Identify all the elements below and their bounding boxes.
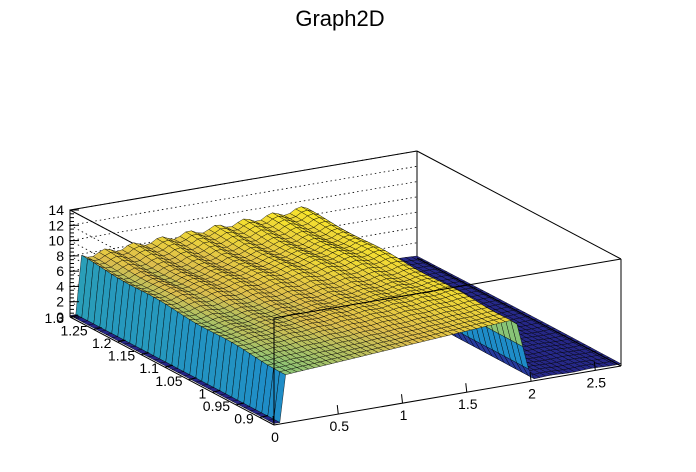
y-axis-tick — [212, 389, 221, 393]
z-tick-label: 8 — [56, 248, 64, 264]
x-tick-label: 0.5 — [330, 418, 350, 434]
x-tick-label: 1.5 — [458, 396, 478, 412]
y-tick-label: 1.05 — [155, 373, 182, 389]
front-top-edge — [273, 258, 622, 319]
x-axis-tick — [336, 405, 339, 415]
x-axis-tick — [272, 415, 275, 426]
y-tick-label: 1.3 — [45, 310, 65, 326]
x-axis-tick — [401, 394, 404, 404]
x-tick-label: 2 — [528, 385, 536, 401]
z-tick-label: 14 — [48, 202, 64, 218]
y-tick-label: 1.15 — [108, 348, 135, 364]
axis-tick-labels: 00.511.522.50.90.9511.051.11.151.21.251.… — [45, 202, 607, 445]
z-tick-label: 2 — [56, 294, 64, 310]
z-tick-label: 4 — [56, 278, 64, 294]
chart-title: Graph2D — [295, 6, 384, 31]
y-axis-tick — [259, 414, 268, 418]
left-floor-edge — [69, 316, 275, 426]
z-tick-label: 6 — [56, 263, 64, 279]
x-tick-label: 0 — [271, 429, 279, 445]
z-tick-label: 10 — [48, 233, 64, 249]
surface-mesh — [69, 206, 622, 424]
x-tick-label: 2.5 — [587, 374, 607, 390]
front-floor-edge — [273, 365, 622, 426]
right-floor-edge — [416, 257, 622, 367]
y-tick-label: 1.25 — [60, 323, 87, 339]
plot-front-frame — [273, 150, 622, 426]
right-top-edge — [416, 150, 622, 260]
x-axis-tick — [529, 372, 532, 382]
y-tick-label: 1.1 — [139, 360, 159, 376]
y-axis-tick — [93, 327, 102, 331]
x-axis-tick — [593, 361, 596, 371]
z-tick-label: 0 — [56, 309, 64, 325]
y-axis-tick — [235, 402, 245, 406]
y-tick-label: 1 — [199, 385, 207, 401]
z-tick-label: 12 — [48, 217, 64, 233]
y-tick-label: 0.9 — [234, 410, 254, 426]
y-tick-label: 1.2 — [92, 335, 112, 351]
y-tick-label: 0.95 — [203, 398, 230, 414]
y-axis-tick — [117, 339, 126, 343]
y-axis-tick — [188, 377, 197, 381]
y-axis-tick — [164, 364, 174, 368]
x-tick-label: 1 — [400, 407, 408, 423]
y-axis-tick — [141, 352, 150, 356]
x-axis-tick — [465, 383, 468, 393]
